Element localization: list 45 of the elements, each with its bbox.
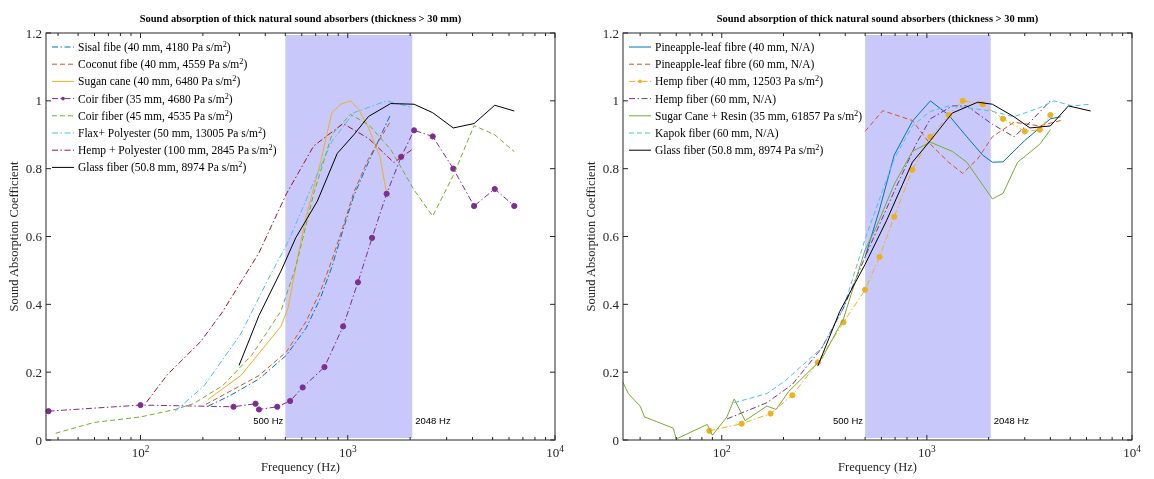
x-tick-label: 10$^{2}$ [712, 444, 731, 460]
legend-label: Sugan cane (40 mm, 6480 Pa s/m$^{2}$) [78, 73, 241, 89]
legend-label: Coconut fibe (40 mm, 4559 Pa s/m$^{2}$) [78, 56, 248, 72]
x-tick-label: 10$^{4}$ [546, 444, 565, 460]
x-axis-title: Frequency (Hz) [261, 460, 340, 474]
legend-label: Coir fiber (45 mm, 4535 Pa s/m$^{2}$) [78, 108, 233, 123]
legend-label: Sugar Cane + Resin (35 mm, 61857 Pa s/m$^{2}$) [655, 108, 863, 123]
x-tick-label: 10$^{2}$ [131, 444, 150, 460]
y-tick-label: 0.4 [602, 296, 620, 312]
legend-label: Flax+ Polyester (50 mm, 13005 Pa s/m$^{2}$) [78, 125, 267, 140]
legend-label: Glass fiber (50.8 mm, 8974 Pa s/m$^{2}$) [655, 142, 824, 158]
legend-label: Glass fiber (50.8 mm, 8974 Pa s/m$^{2}$) [78, 159, 247, 175]
chart-title: Sound absorption of thick natural sound absorbers (thickness > 30 mm) [716, 13, 1039, 25]
legend-label: Hemp fiber (40 mm, 12503 Pa s/m$^{2}$) [655, 73, 824, 89]
legend-label: Coir fiber (35 mm, 4680 Pa s/m$^{2}$) [78, 91, 233, 106]
y-tick-label: 1.2 [25, 25, 42, 41]
y-tick-label: 0.2 [602, 364, 619, 380]
legend-label: Sisal fibe (40 mm, 4180 Pa s/m$^{2}$) [78, 39, 231, 54]
x-tick-label: 10$^{3}$ [338, 444, 357, 460]
legend-label: Pineapple-leaf fibre (40 mm, N/A) [655, 41, 815, 54]
y-tick-label: 0.6 [602, 229, 620, 244]
y-tick-label: 0 [612, 432, 619, 448]
y-tick-label: 0 [35, 432, 42, 448]
y-tick-label: 0.6 [25, 229, 43, 244]
y-tick-label: 1 [35, 93, 42, 109]
annotation: 500 Hz [253, 415, 284, 426]
y-tick-label: 1.2 [602, 25, 619, 41]
x-axis-title: Frequency (Hz) [838, 460, 917, 474]
annotation: 2048 Hz [993, 415, 1030, 426]
legend-label: Kapok fiber (60 mm, N/A) [655, 127, 779, 140]
y-tick-label: 0.8 [602, 161, 619, 177]
x-tick-label: 10$^{3}$ [918, 444, 937, 460]
y-tick-label: 1 [612, 93, 619, 109]
legend-label: Pineapple-leaf fibre (60 mm, N/A) [655, 58, 815, 72]
annotation: 500 Hz [833, 415, 864, 426]
chart-title: Sound absorption of thick natural sound absorbers (thickness > 30 mm) [139, 13, 462, 25]
legend-label: Hemp + Polyester (100 mm, 2845 Pa s/m$^{2}$) [78, 142, 277, 158]
y-axis-title: Sound Absorption Coefficient [584, 161, 598, 312]
y-tick-label: 0.8 [25, 161, 42, 177]
y-axis-title: Sound Absorption Coefficient [7, 161, 21, 312]
y-tick-label: 0.2 [25, 364, 42, 380]
legend-label: Hemp fiber (60 mm, N/A) [655, 92, 777, 106]
annotation: 2048 Hz [415, 415, 451, 426]
x-tick-label: 10$^{4}$ [1123, 444, 1142, 460]
y-tick-label: 0.4 [25, 296, 43, 312]
